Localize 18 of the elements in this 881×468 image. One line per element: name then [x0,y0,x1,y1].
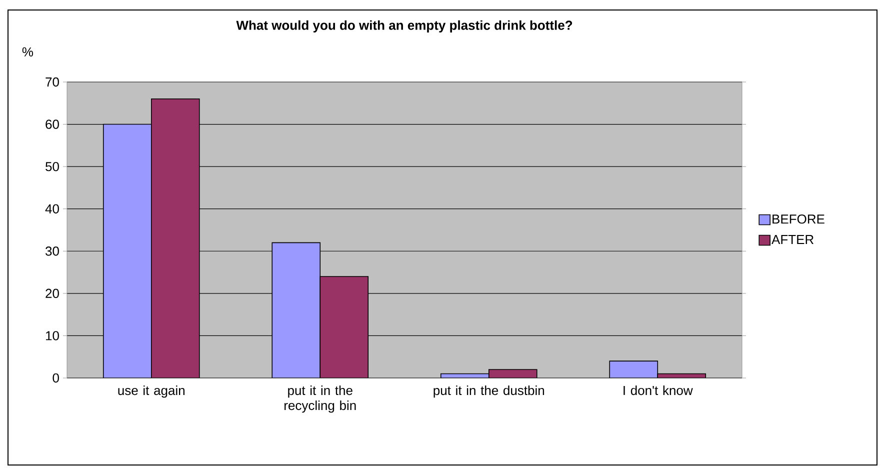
x-tick-label: put it in the recycling bin [284,386,356,413]
legend-label: AFTER [772,235,814,244]
bar [150,98,200,378]
y-tick-label: 40 [45,204,59,214]
y-tick-label: 20 [46,288,59,298]
bar [320,276,369,378]
chart-title: What would you do with an empty plastic drink bottle? [236,20,572,32]
y-tick-label: 70 [46,77,59,87]
x-tick-label: put it in the dustbin [434,386,544,398]
y-tick-label: 60 [46,120,59,129]
y-tick-label: 0 [52,373,59,383]
x-tick-label: use it again [118,386,184,398]
x-tick-label: I don't know [624,386,693,396]
y-tick-label: 50 [46,162,59,172]
legend-label: BEFORE [772,214,824,224]
y-tick-label: 30 [46,246,59,256]
y-axis-title: % [22,47,34,56]
y-tick-label: 10 [46,331,59,340]
